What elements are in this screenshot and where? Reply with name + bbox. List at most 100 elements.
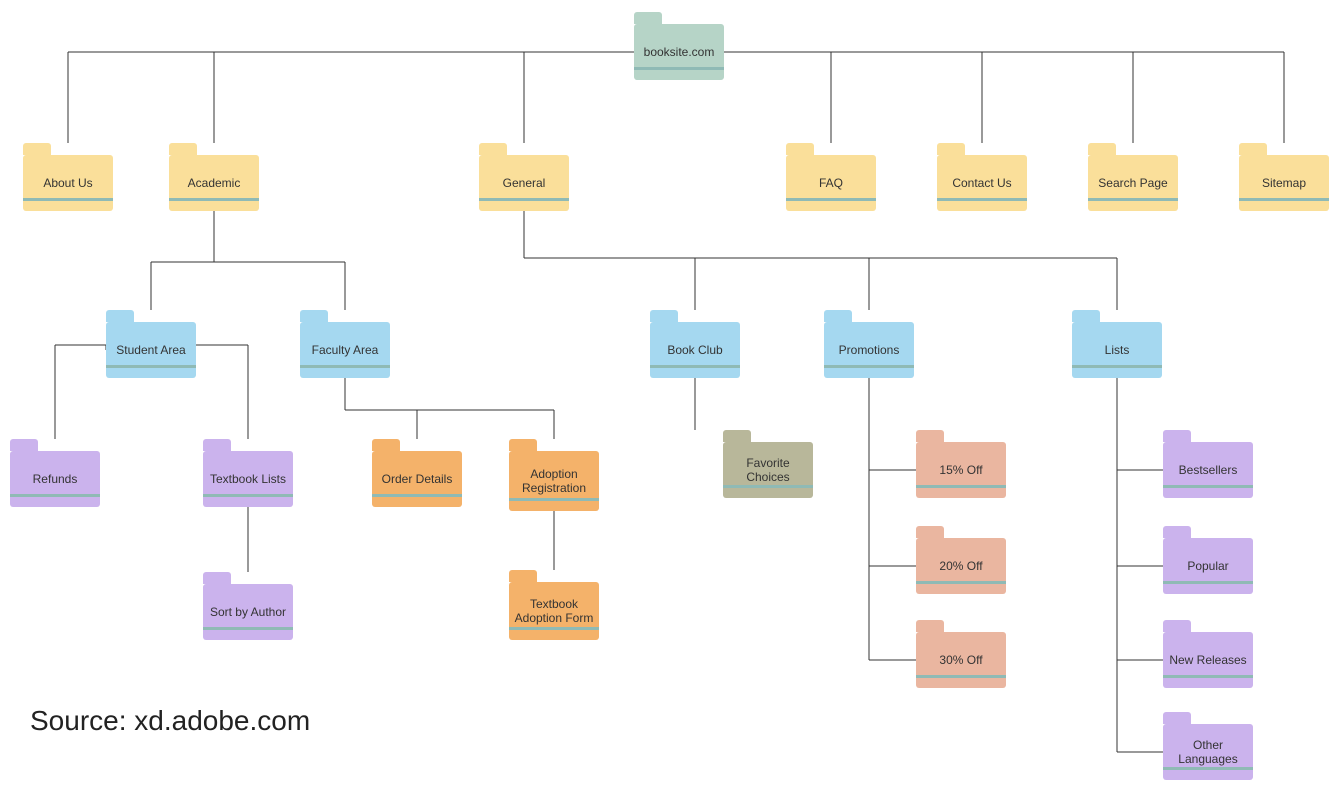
folder-tab-icon <box>824 310 852 322</box>
folder-label: Academic <box>169 155 259 211</box>
folder-stripe <box>1163 675 1253 678</box>
folder-stripe <box>916 485 1006 488</box>
folder-stripe <box>1088 198 1178 201</box>
folder-tab-icon <box>10 439 38 451</box>
folder-label: Refunds <box>10 451 100 507</box>
folder-root: booksite.com <box>634 24 724 80</box>
folder-label: Other Languages <box>1163 724 1253 780</box>
folder-promotions: Promotions <box>824 322 914 378</box>
folder-tab-icon <box>203 572 231 584</box>
folder-label: Student Area <box>106 322 196 378</box>
folder-tab-icon <box>916 620 944 632</box>
folder-tab-icon <box>916 430 944 442</box>
folder-stripe <box>509 627 599 630</box>
connector-lines <box>0 0 1331 794</box>
folder-label: Sitemap <box>1239 155 1329 211</box>
folder-label: New Releases <box>1163 632 1253 688</box>
folder-tab-icon <box>509 570 537 582</box>
folder-tab-icon <box>106 310 134 322</box>
folder-stripe <box>916 581 1006 584</box>
folder-student: Student Area <box>106 322 196 378</box>
folder-label: General <box>479 155 569 211</box>
folder-stripe <box>169 198 259 201</box>
folder-stripe <box>106 365 196 368</box>
folder-stripe <box>203 627 293 630</box>
folder-textbook: Textbook Lists <box>203 451 293 507</box>
folder-stripe <box>203 494 293 497</box>
folder-label: booksite.com <box>634 24 724 80</box>
folder-label: FAQ <box>786 155 876 211</box>
folder-stripe <box>650 365 740 368</box>
folder-tab-icon <box>203 439 231 451</box>
folder-stripe <box>634 67 724 70</box>
folder-stripe <box>1163 581 1253 584</box>
folder-tab-icon <box>634 12 662 24</box>
folder-tab-icon <box>479 143 507 155</box>
folder-label: Search Page <box>1088 155 1178 211</box>
folder-off30: 30% Off <box>916 632 1006 688</box>
folder-tab-icon <box>1239 143 1267 155</box>
folder-tab-icon <box>650 310 678 322</box>
folder-stripe <box>723 485 813 488</box>
folder-general: General <box>479 155 569 211</box>
folder-tab-icon <box>937 143 965 155</box>
folder-bookclub: Book Club <box>650 322 740 378</box>
folder-label: Faculty Area <box>300 322 390 378</box>
folder-stripe <box>479 198 569 201</box>
folder-label: 15% Off <box>916 442 1006 498</box>
folder-tab-icon <box>1163 620 1191 632</box>
source-attribution: Source: xd.adobe.com <box>30 705 310 737</box>
folder-tab-icon <box>300 310 328 322</box>
folder-label: Lists <box>1072 322 1162 378</box>
folder-tab-icon <box>1088 143 1116 155</box>
folder-adoptreg: Adoption Registration <box>509 451 599 511</box>
folder-label: Sort by Author <box>203 584 293 640</box>
folder-off15: 15% Off <box>916 442 1006 498</box>
folder-tab-icon <box>169 143 197 155</box>
folder-label: Textbook Adoption Form <box>509 582 599 640</box>
folder-popular: Popular <box>1163 538 1253 594</box>
folder-contact: Contact Us <box>937 155 1027 211</box>
folder-label: Order Details <box>372 451 462 507</box>
folder-search: Search Page <box>1088 155 1178 211</box>
folder-label: Textbook Lists <box>203 451 293 507</box>
folder-stripe <box>509 498 599 501</box>
folder-stripe <box>1072 365 1162 368</box>
folder-otherlang: Other Languages <box>1163 724 1253 780</box>
folder-label: Promotions <box>824 322 914 378</box>
folder-stripe <box>372 494 462 497</box>
folder-sortauthor: Sort by Author <box>203 584 293 640</box>
folder-favchoices: Favorite Choices <box>723 442 813 498</box>
folder-stripe <box>916 675 1006 678</box>
folder-sitemap: Sitemap <box>1239 155 1329 211</box>
folder-adoptform: Textbook Adoption Form <box>509 582 599 640</box>
folder-label: Favorite Choices <box>723 442 813 498</box>
folder-stripe <box>824 365 914 368</box>
folder-orderdet: Order Details <box>372 451 462 507</box>
folder-tab-icon <box>1163 526 1191 538</box>
folder-tab-icon <box>23 143 51 155</box>
folder-faq: FAQ <box>786 155 876 211</box>
folder-tab-icon <box>372 439 400 451</box>
folder-label: About Us <box>23 155 113 211</box>
folder-tab-icon <box>1163 430 1191 442</box>
folder-tab-icon <box>723 430 751 442</box>
folder-lists: Lists <box>1072 322 1162 378</box>
folder-stripe <box>300 365 390 368</box>
folder-stripe <box>1163 485 1253 488</box>
folder-tab-icon <box>786 143 814 155</box>
folder-stripe <box>1239 198 1329 201</box>
folder-tab-icon <box>916 526 944 538</box>
folder-label: Popular <box>1163 538 1253 594</box>
folder-refunds: Refunds <box>10 451 100 507</box>
folder-tab-icon <box>1163 712 1191 724</box>
folder-label: 30% Off <box>916 632 1006 688</box>
folder-stripe <box>937 198 1027 201</box>
folder-tab-icon <box>1072 310 1100 322</box>
folder-stripe <box>23 198 113 201</box>
folder-bestsellers: Bestsellers <box>1163 442 1253 498</box>
folder-stripe <box>10 494 100 497</box>
folder-faculty: Faculty Area <box>300 322 390 378</box>
folder-label: 20% Off <box>916 538 1006 594</box>
folder-label: Adoption Registration <box>509 451 599 511</box>
